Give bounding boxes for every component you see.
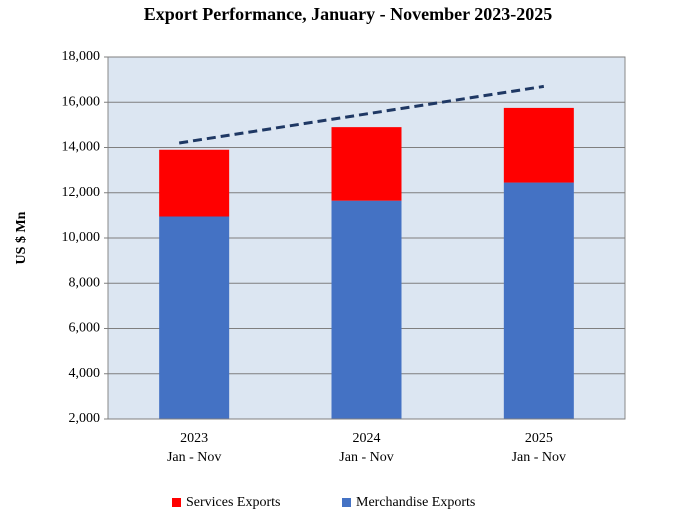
y-axis-label: US $ Mn — [14, 211, 29, 264]
bar-segment — [503, 107, 574, 183]
x-tick-label: Jan - Nov — [167, 450, 221, 465]
legend-label: Services Exports — [186, 495, 280, 510]
y-tick-label: 18,000 — [62, 49, 101, 64]
x-tick-label: 2023 — [180, 431, 208, 446]
bar-segment — [159, 216, 230, 419]
x-tick-label: Jan - Nov — [512, 450, 566, 465]
y-tick-label: 14,000 — [62, 140, 101, 155]
x-tick-label: 2025 — [525, 431, 553, 446]
y-tick-label: 8,000 — [69, 275, 101, 290]
legend-swatch — [172, 498, 181, 507]
chart-title: Export Performance, January - November 2… — [144, 4, 553, 24]
legend-label: Merchandise Exports — [356, 495, 475, 510]
y-tick-label: 16,000 — [62, 94, 101, 109]
trend-line — [178, 84, 545, 145]
y-tick-label: 12,000 — [62, 185, 101, 200]
y-tick-label: 10,000 — [62, 230, 101, 245]
y-tick-label: 6,000 — [69, 321, 101, 336]
bar-segment — [503, 182, 574, 419]
bar-segment — [331, 200, 402, 419]
y-tick-label: 2,000 — [69, 411, 101, 426]
bar-segment — [159, 149, 230, 217]
y-tick-label: 4,000 — [69, 366, 101, 381]
x-tick-label: Jan - Nov — [339, 450, 393, 465]
legend-swatch — [342, 498, 351, 507]
bar-segment — [331, 127, 402, 201]
x-tick-label: 2024 — [353, 431, 381, 446]
